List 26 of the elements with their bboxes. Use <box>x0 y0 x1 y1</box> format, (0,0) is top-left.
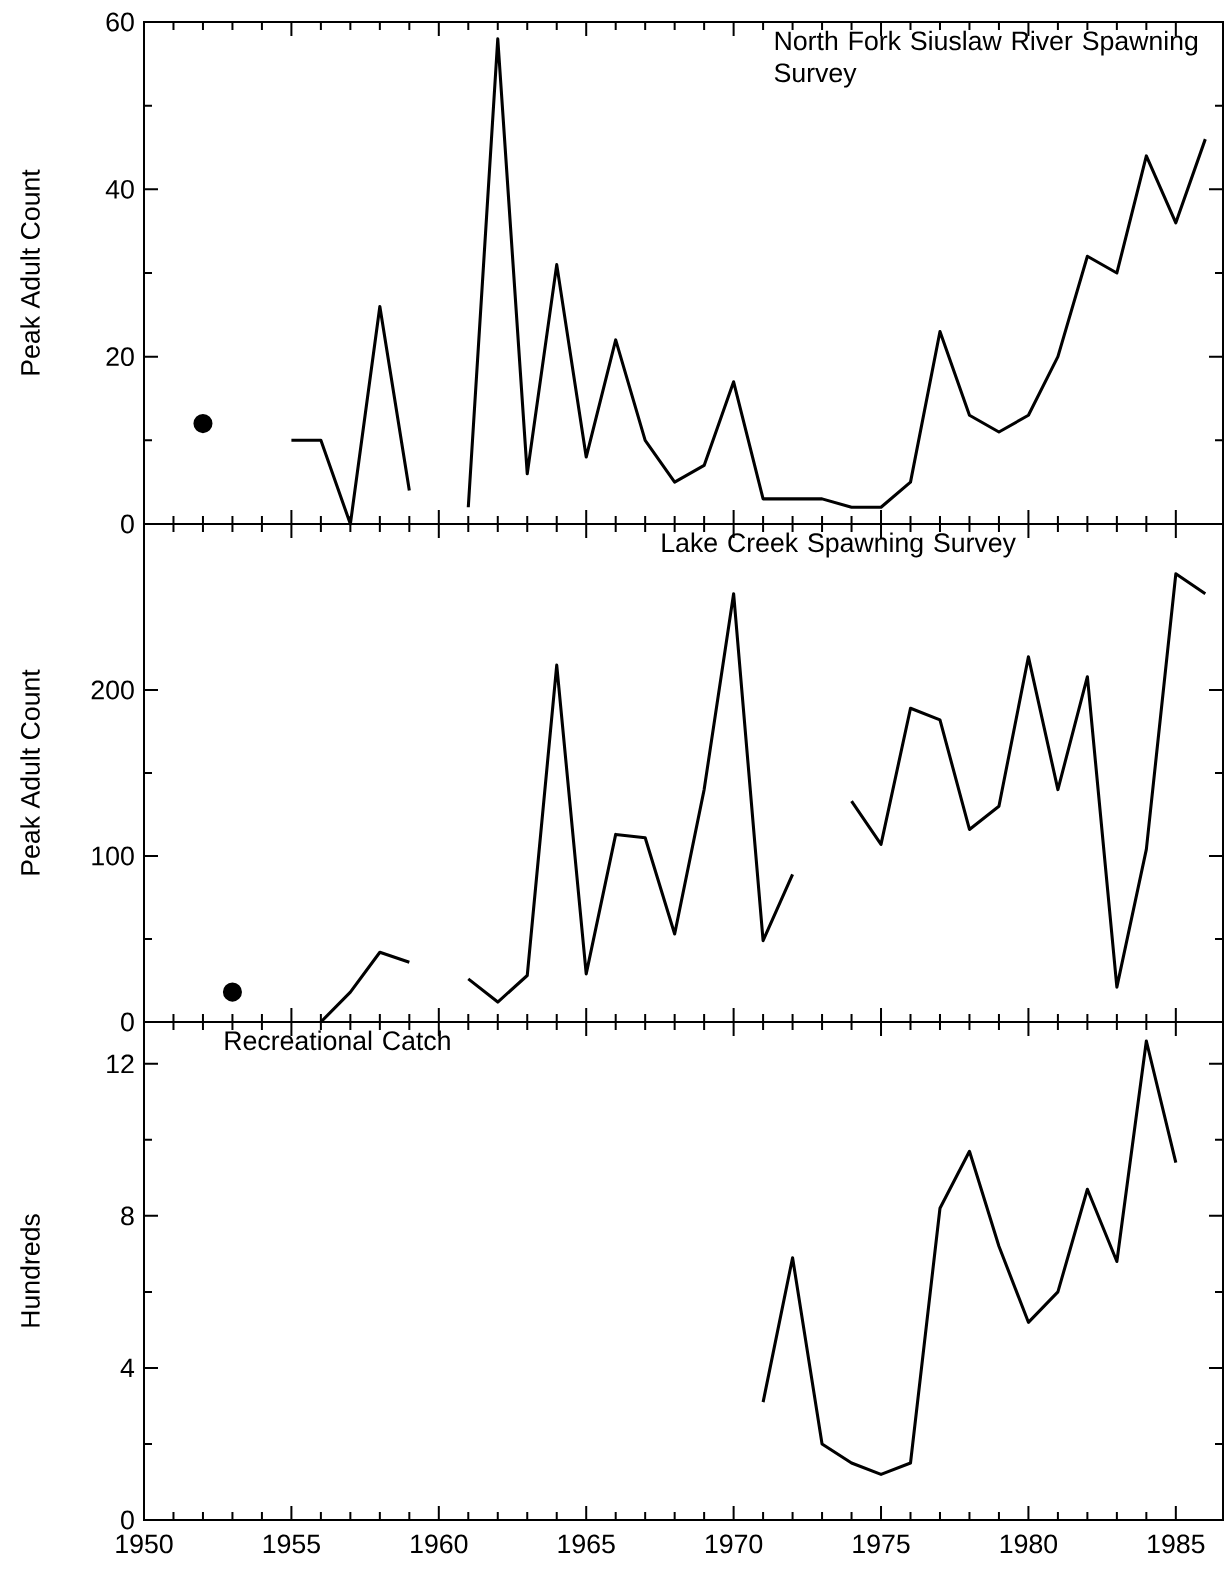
y-tick-label: 100 <box>92 846 134 866</box>
x-tick-label: 1975 <box>853 1534 910 1554</box>
line-series <box>761 1039 1178 1476</box>
x-tick-label: 1985 <box>1148 1534 1205 1554</box>
y-tick-label: 4 <box>120 1358 135 1378</box>
y-axis-title: Peak Adult Count <box>20 169 40 375</box>
x-tick-label: 1950 <box>116 1534 173 1554</box>
y-axis-title: Hundreds <box>20 1214 40 1327</box>
x-tick-label: 1960 <box>411 1534 468 1554</box>
x-tick-label: 1955 <box>263 1534 320 1554</box>
y-tick-label: 0 <box>121 1510 134 1530</box>
y-tick-label: 0 <box>121 514 134 534</box>
x-tick-label: 1965 <box>558 1534 615 1554</box>
chart-title: Recreational Catch <box>225 1030 450 1051</box>
y-tick-label: 60 <box>106 12 134 32</box>
y-tick-label: 12 <box>107 1054 134 1074</box>
y-tick-label: 40 <box>105 179 134 199</box>
y-tick-label: 20 <box>106 347 134 367</box>
x-tick-label: 1970 <box>705 1534 763 1554</box>
y-tick-label: 8 <box>121 1206 134 1226</box>
y-tick-label: 200 <box>91 680 134 700</box>
chart-title: Lake Creek Spawning Survey <box>662 532 1016 558</box>
y-axis-title: Peak Adult Count <box>20 669 40 875</box>
x-tick-label: 1980 <box>1000 1534 1058 1554</box>
y-tick-label: 0 <box>121 1012 134 1032</box>
text: North Fork Siuslaw River Spawning Survey <box>774 30 1198 88</box>
